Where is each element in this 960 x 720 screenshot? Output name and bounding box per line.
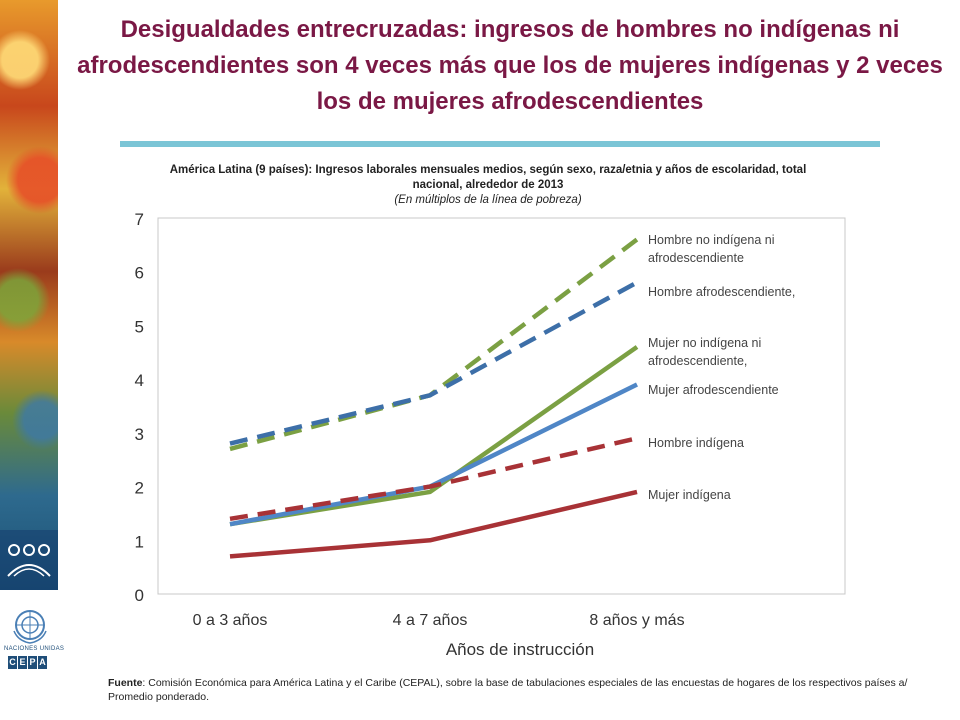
y-tick-label: 1 bbox=[135, 532, 144, 551]
y-tick-label: 5 bbox=[135, 317, 144, 336]
cepal-emblem bbox=[0, 530, 58, 590]
series-label: Mujer no indígena ni afrodescendiente, bbox=[648, 336, 761, 368]
y-tick-label: 6 bbox=[135, 264, 144, 283]
chart-subtitle: América Latina (9 países): Ingresos labo… bbox=[168, 163, 808, 208]
chart-description: América Latina (9 países): Ingresos labo… bbox=[169, 164, 807, 191]
series-label: Hombre no indígena ni afrodescendiente bbox=[648, 233, 774, 265]
cepal-letter: P bbox=[28, 656, 37, 669]
source-note: Fuente: Comisión Económica para América … bbox=[108, 676, 928, 704]
un-label: NACIONES UNIDAS bbox=[4, 646, 65, 652]
cepal-letter: C bbox=[8, 656, 17, 669]
x-tick-label: 0 a 3 años bbox=[193, 612, 268, 629]
y-tick-label: 4 bbox=[135, 371, 144, 390]
x-axis-label: Años de instrucción bbox=[446, 640, 594, 659]
income-line-chart: 0 1 2 3 4 5 6 7 0 a 3 años 4 a 7 años 8 años y más… bbox=[135, 210, 846, 659]
y-tick-label: 7 bbox=[135, 210, 144, 229]
title-divider bbox=[120, 141, 880, 147]
y-tick-label: 3 bbox=[135, 425, 144, 444]
series-label: Hombre afrodescendiente, bbox=[648, 285, 795, 299]
cepal-letter: A bbox=[38, 656, 47, 669]
x-tick-label: 4 a 7 años bbox=[393, 612, 468, 629]
source-label: Fuente bbox=[108, 677, 143, 689]
chart-unit: (En múltiplos de la línea de pobreza) bbox=[394, 194, 582, 206]
series-label: Mujer afrodescendiente bbox=[648, 383, 779, 397]
series-line bbox=[229, 345, 639, 527]
series-label: Hombre indígena bbox=[648, 436, 744, 450]
un-emblem-icon bbox=[13, 610, 47, 644]
series-label: Mujer indígena bbox=[648, 488, 731, 502]
y-tick-label: 0 bbox=[135, 586, 144, 605]
decorative-side-strip bbox=[0, 0, 58, 590]
series-line bbox=[229, 436, 638, 522]
plot-area-frame bbox=[157, 217, 846, 595]
cepal-letter: E bbox=[18, 656, 27, 669]
x-tick-label: 8 años y más bbox=[589, 612, 684, 629]
y-tick-label: 2 bbox=[135, 479, 144, 498]
series-line bbox=[229, 237, 639, 452]
slide-title: Desigualdades entrecruzadas: ingresos de… bbox=[77, 16, 943, 115]
series-line bbox=[229, 280, 639, 446]
source-text: : Comisión Económica para América Latina… bbox=[108, 677, 908, 703]
series-line bbox=[229, 489, 638, 559]
